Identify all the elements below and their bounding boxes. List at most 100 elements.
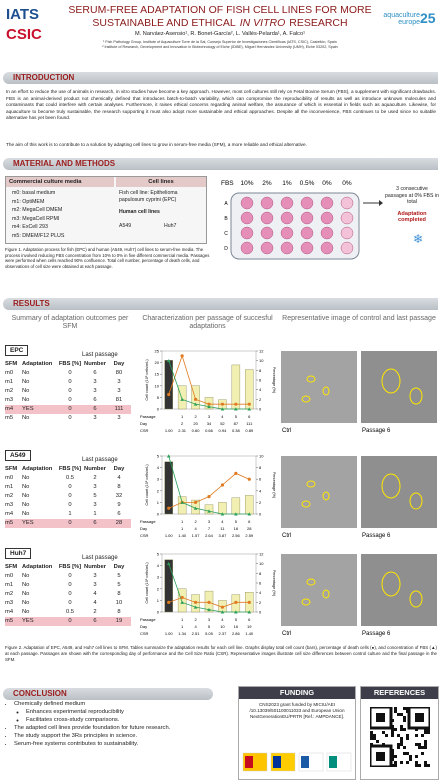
funding-text: CNS2023 grant funded by MICIU/AEI /10.13…	[249, 702, 345, 719]
table-cell: 81	[115, 397, 123, 403]
table-cell: 9	[117, 502, 121, 508]
table-cell: 2	[93, 475, 97, 481]
qr-module	[424, 746, 427, 749]
row-value: 5	[235, 414, 238, 419]
table-group: Last passage	[82, 555, 118, 561]
qr-module	[394, 761, 397, 764]
row-value: 0.38	[232, 428, 241, 433]
y-tick-label: 20	[155, 360, 160, 365]
well	[240, 196, 254, 210]
y-tick-label: 0	[157, 407, 160, 412]
plate-fbs: 2%	[262, 180, 272, 187]
qr-module	[400, 725, 403, 728]
row-value: 1.40	[178, 533, 187, 538]
cell-outline	[306, 375, 316, 383]
fbs-point	[166, 454, 171, 458]
qr-module	[400, 713, 403, 716]
qr-finder-center	[376, 752, 385, 761]
y-axis-title: Cell count (10⁶ cells/mL)	[145, 562, 149, 604]
qr-module	[409, 758, 412, 761]
qr-module	[370, 737, 373, 740]
qr-module	[370, 731, 373, 734]
row-value: 1.57	[192, 533, 201, 538]
section-heading: CONCLUSION	[3, 688, 213, 700]
qr-module	[391, 731, 394, 734]
cell-count-bar	[231, 497, 241, 515]
table-cell: No	[22, 609, 30, 615]
plate-row: D	[224, 246, 228, 252]
qr-module	[415, 761, 418, 764]
row-highlight	[5, 519, 131, 528]
table-header: Day	[113, 361, 125, 367]
table-cell: 6	[93, 370, 97, 376]
qr-module	[400, 728, 403, 731]
table-cell: m1	[5, 582, 14, 588]
funder-logo-mark	[329, 756, 337, 768]
cell-outline	[301, 598, 311, 606]
table-cell: 0.5	[65, 475, 75, 481]
conclusion-text: Chemically defined medium	[14, 701, 86, 707]
death-point	[207, 495, 211, 499]
cell-count-bar	[177, 588, 187, 613]
cell-count-bar	[164, 461, 173, 515]
table-cell: No	[22, 511, 30, 517]
cell-outline	[409, 590, 423, 608]
table-cell: m0	[5, 475, 14, 481]
well	[240, 211, 254, 225]
death-point	[180, 354, 184, 358]
table-header: Number	[84, 361, 106, 367]
y2-tick-label: 0	[259, 407, 262, 412]
y2-tick-label: 6	[259, 477, 262, 482]
table-cell: 0	[68, 484, 72, 490]
well	[340, 241, 354, 255]
conclusion-sublist: Enhances experimental reproducibilityFac…	[14, 708, 239, 724]
well	[240, 241, 254, 255]
cell-outline	[381, 368, 401, 394]
micrograph	[281, 554, 357, 626]
fbs-point	[247, 610, 252, 614]
row-value: 6	[248, 617, 251, 622]
human-title: Human cell lines	[119, 209, 160, 215]
cell-count-bar	[218, 502, 227, 515]
table-header: FBS [%]	[58, 564, 82, 570]
row-label: CSR	[140, 533, 149, 538]
table-cell: m1	[5, 379, 14, 385]
fbs-point	[180, 500, 184, 504]
event-word: europe	[398, 19, 420, 26]
row-value: 52	[220, 421, 225, 426]
row-value: 1.00	[165, 533, 174, 538]
y-tick-label: 4	[157, 563, 160, 568]
death-point	[234, 402, 238, 406]
qr-module	[406, 737, 409, 740]
y2-tick-label: 8	[259, 465, 262, 470]
table-cell: m4	[5, 406, 14, 412]
qr-module	[406, 761, 409, 764]
image-label: Ctrl	[282, 533, 291, 539]
row-value: 4	[221, 519, 224, 524]
qr-module	[385, 734, 388, 737]
table-header: SFM	[5, 361, 18, 367]
qr-module	[421, 752, 424, 755]
arrow-head	[379, 200, 383, 206]
y-tick-label: 3	[157, 477, 160, 482]
column-heading: Characterization per passage of succesfu…	[142, 315, 273, 330]
conclusion-subitem: Facilitates cross-study comparisons.	[26, 716, 239, 724]
table-cell: 3	[93, 415, 97, 421]
cell-count-bar	[177, 496, 187, 515]
row-value: 2	[194, 519, 197, 524]
conclusion-item: The adapted cell lines provide foundatio…	[14, 724, 239, 732]
table-cell: 3	[93, 484, 97, 490]
table-cell: m5	[5, 618, 14, 624]
y2-tick-label: 4	[259, 488, 262, 493]
row-value: 6	[248, 414, 251, 419]
fbs-point	[180, 600, 184, 604]
table-cell: 6	[117, 511, 121, 517]
cell-count-bar	[177, 385, 187, 410]
image-label: Passage 6	[362, 533, 391, 539]
qr-module	[409, 755, 412, 758]
row-value: 20	[193, 421, 198, 426]
y-tick-label: 4	[157, 465, 160, 470]
row-value: 0.94	[219, 428, 228, 433]
conclusion-item: Chemically defined mediumEnhances experi…	[14, 700, 239, 724]
